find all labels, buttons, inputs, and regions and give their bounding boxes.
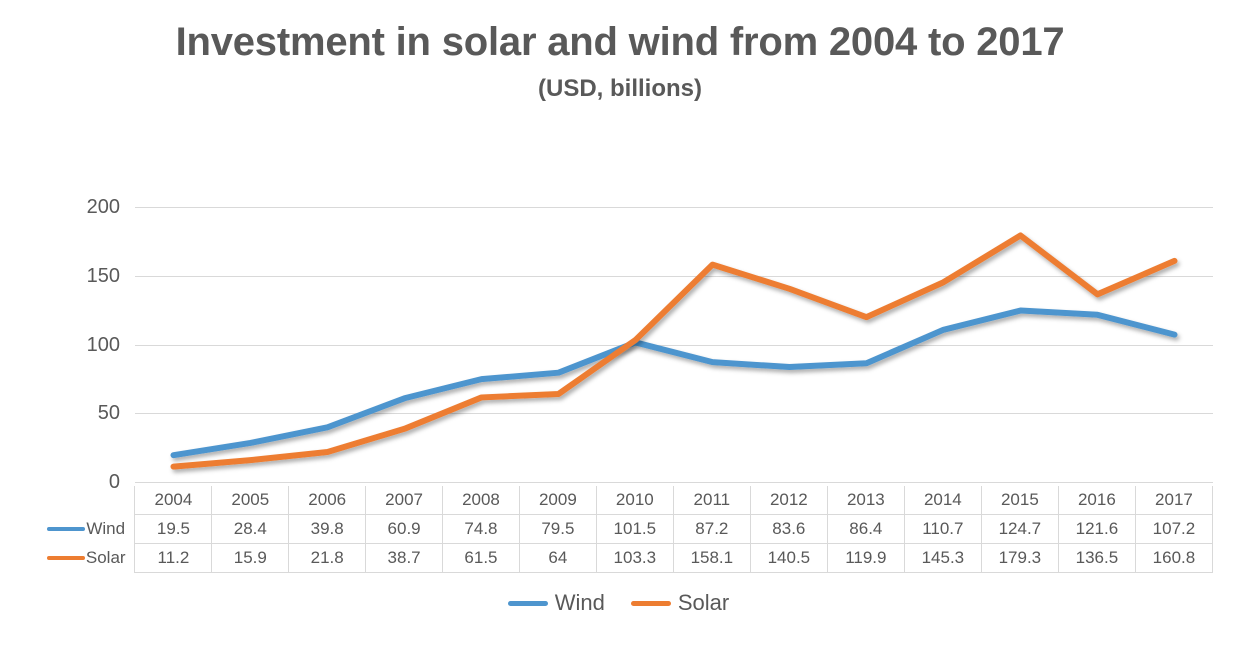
table-cell: 74.8 — [442, 514, 520, 544]
table-year-header: 2012 — [749, 486, 828, 515]
table-year-header: 2010 — [595, 486, 674, 515]
y-tick-label: 50 — [97, 402, 120, 425]
table-cell: 64 — [518, 543, 597, 573]
legend-item-solar[interactable]: Solar — [630, 590, 730, 616]
table-cell: 160.8 — [1134, 543, 1214, 573]
table-year-header: 2013 — [826, 486, 905, 515]
table-cell: 140.5 — [749, 543, 828, 573]
table-cell: 119.9 — [826, 543, 905, 573]
plot-area — [135, 207, 1213, 483]
gridline-0 — [135, 482, 1213, 483]
table-cell: 179.3 — [980, 543, 1059, 573]
y-tick-label: 0 — [108, 471, 120, 493]
table-cell: 11.2 — [134, 543, 213, 573]
table-cell: 124.7 — [980, 514, 1059, 544]
table-cell: 28.4 — [211, 514, 290, 544]
table-cell: 60.9 — [365, 514, 444, 544]
y-tick-label: 150 — [86, 264, 120, 287]
table-cell: 136.5 — [1057, 543, 1136, 573]
table-cell: 39.8 — [288, 514, 367, 544]
table-cell: 38.7 — [365, 543, 444, 573]
table-header-row: 2004 2005 2006 2007 2008 2009 2010 2011 2012 2013… — [38, 486, 1214, 515]
table-cell: 83.6 — [749, 514, 828, 544]
table-row: Solar 11.2 15.9 21.8 38.7 61.5 64 103.3 158.1 140… — [38, 543, 1214, 573]
table-year-header: 2009 — [518, 486, 597, 515]
series-swatch-icon — [46, 556, 85, 560]
gridline-200 — [135, 207, 1213, 208]
table-year-header: 2016 — [1057, 486, 1136, 515]
line-series-solar — [170, 232, 1178, 470]
table-cell: 158.1 — [672, 543, 751, 573]
plot-wrapper: 0 50 100 150 200 — [0, 196, 1237, 496]
series-swatch-icon — [47, 527, 86, 531]
table-year-header: 2006 — [288, 486, 367, 515]
table-corner-cell — [38, 486, 135, 515]
table-cell: 101.5 — [595, 514, 674, 544]
table-cell: 107.2 — [1134, 514, 1214, 544]
legend-label: Solar — [677, 590, 730, 615]
table-cell: 145.3 — [903, 543, 982, 573]
table-year-header: 2014 — [903, 486, 982, 515]
table-body: Wind 19.5 28.4 39.8 60.9 74.8 79.5 101.5 87.2 83.… — [38, 514, 1214, 573]
chart-title: Investment in solar and wind from 2004 t… — [175, 20, 1065, 64]
table-cell: 19.5 — [134, 514, 213, 544]
y-tick-label: 100 — [86, 333, 120, 356]
chart-subtitle: (USD, billions) — [538, 74, 702, 102]
table-year-header: 2005 — [211, 486, 290, 515]
table-year-header: 2017 — [1134, 486, 1214, 515]
legend-swatch-icon — [507, 600, 548, 606]
table-row: Wind 19.5 28.4 39.8 60.9 74.8 79.5 101.5 87.2 83.… — [38, 514, 1214, 544]
table-cell: 21.8 — [288, 543, 367, 573]
table-cell: 121.6 — [1057, 514, 1136, 544]
table-cell: 79.5 — [518, 514, 597, 544]
gridline-100 — [135, 344, 1213, 346]
legend-swatch-icon — [630, 600, 671, 606]
line-series-wind — [170, 307, 1178, 459]
table-year-header: 2008 — [442, 486, 520, 515]
table-row-label-wind: Wind — [38, 515, 135, 544]
table-year-header: 2007 — [365, 486, 444, 515]
data-table: 2004 2005 2006 2007 2008 2009 2010 2011 2012 2013… — [38, 486, 1214, 573]
series-label: Solar — [85, 548, 126, 567]
chart-legend: Wind Solar — [0, 590, 1237, 616]
legend-item-wind[interactable]: Wind — [507, 590, 605, 616]
legend-label: Wind — [554, 590, 605, 615]
table-cell: 110.7 — [903, 514, 982, 544]
series-lines — [170, 232, 1178, 470]
table-cell: 103.3 — [595, 543, 674, 573]
y-axis-labels: 0 50 100 150 200 — [58, 196, 120, 492]
table-year-header: 2015 — [980, 486, 1059, 515]
gridline-150 — [135, 275, 1213, 277]
y-tick-label: 200 — [86, 196, 120, 218]
table-year-header: 2011 — [672, 486, 751, 515]
table-cell: 15.9 — [211, 543, 290, 573]
table-row-label-solar: Solar — [38, 544, 135, 573]
table-cell: 61.5 — [442, 543, 520, 573]
table-year-header: 2004 — [134, 486, 213, 515]
chart-title-block: Investment in solar and wind from 2004 t… — [140, 18, 1100, 103]
series-label: Wind — [86, 519, 126, 538]
gridline-50 — [135, 413, 1213, 415]
table-cell: 86.4 — [826, 514, 905, 544]
table-cell: 87.2 — [672, 514, 751, 544]
